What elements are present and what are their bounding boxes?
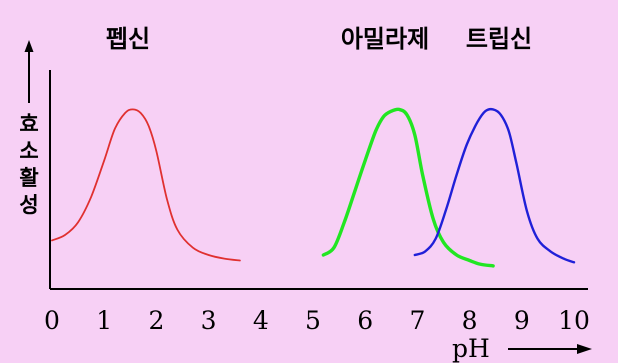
y-axis [24,40,51,289]
x-tick-label: 2 [148,306,164,335]
series-line-pepsin [51,108,241,262]
x-tick-label: 1 [96,306,112,335]
y-axis-arrowhead [24,40,34,52]
series-labels: 펩신 아밀라제 트립신 [106,25,532,53]
series-label-pepsin: 펩신 [106,25,150,53]
y-axis-label-char: 활 [19,166,38,190]
series-lines [51,107,576,268]
x-tick-label: 8 [462,306,478,335]
series-line-amylase [321,107,495,268]
y-axis-label-char: 소 [19,139,38,163]
x-axis-label-group: pH [452,334,592,363]
series-label-trypsin: 트립신 [466,25,532,53]
x-tick-label: 9 [514,306,530,335]
series-label-amylase: 아밀라제 [341,25,429,53]
y-axis-label-char: 성 [19,193,38,217]
x-axis-label: pH [452,334,490,363]
x-axis-arrowhead [577,344,592,354]
x-tick-label: 5 [305,306,321,335]
x-tick-label: 3 [201,306,217,335]
x-tick-label: 4 [253,306,269,335]
y-axis-label-char: 효 [19,112,38,136]
x-tick-label: 6 [357,306,373,335]
x-tick-label: 10 [558,306,590,335]
x-tick-label: 0 [44,306,60,335]
x-tick-label: 7 [409,306,425,335]
x-tick-labels: 0 1 2 3 4 5 6 7 8 9 10 [44,306,590,335]
series-line-trypsin [413,107,576,264]
